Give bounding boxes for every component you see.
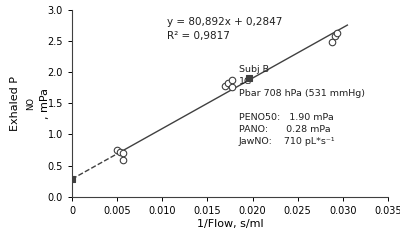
Text: , mPa: , mPa [40, 88, 50, 119]
Point [225, 81, 231, 85]
Text: y = 80,892x + 0,2847
R² = 0,9817: y = 80,892x + 0,2847 R² = 0,9817 [167, 17, 282, 41]
Point [120, 151, 127, 155]
Point [329, 40, 335, 44]
Point [334, 31, 341, 35]
Text: Subj B
1G
Pbar 708 hPa (531 mmHg)

PENO50:   1.90 mPa
PANO:      0.28 mPa
JawNO:: Subj B 1G Pbar 708 hPa (531 mmHg) PENO50… [239, 65, 365, 146]
Text: Exhaled P: Exhaled P [10, 76, 20, 131]
Point [229, 85, 235, 89]
Point [117, 150, 123, 154]
Point [332, 34, 338, 38]
Point [120, 158, 127, 162]
Point [246, 76, 252, 80]
Point [229, 78, 235, 82]
X-axis label: 1/Flow, s/ml: 1/Flow, s/ml [197, 219, 263, 229]
Point [69, 177, 75, 181]
Point [114, 148, 120, 152]
Text: NO: NO [26, 97, 36, 110]
Point [222, 84, 229, 88]
